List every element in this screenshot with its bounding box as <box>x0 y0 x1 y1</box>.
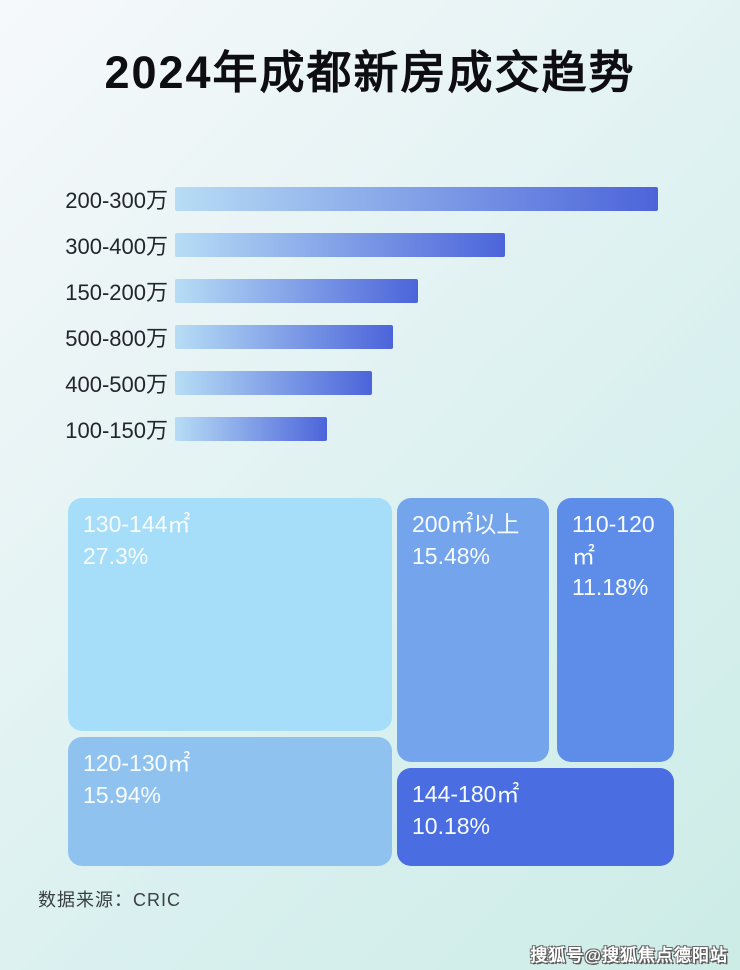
tile-value: 27.3% <box>83 542 149 569</box>
tile-value: 15.48% <box>412 542 491 569</box>
area-segment-treemap: 130-144㎡ 27.3% 200㎡以上 15.48% 110-120㎡ 11… <box>65 495 675 868</box>
bar-fill-1 <box>175 233 505 257</box>
treemap-tile-3: 120-130㎡ 15.94% <box>68 737 392 866</box>
bar-fill-0 <box>175 187 658 211</box>
tile-value: 10.18% <box>412 812 491 839</box>
bar-row: 400-500万 <box>0 360 740 406</box>
bar-fill-4 <box>175 371 372 395</box>
tile-label: 120-130㎡ <box>83 750 191 776</box>
bar-row: 300-400万 <box>0 222 740 268</box>
bar-label: 200-300万 <box>65 188 168 213</box>
bar-label: 400-500万 <box>65 372 168 397</box>
bar-label: 100-150万 <box>65 418 168 443</box>
bar-label: 500-800万 <box>65 326 168 351</box>
bar-row: 150-200万 <box>0 268 740 314</box>
treemap-tile-2: 110-120㎡ 11.18% <box>557 498 674 762</box>
bar-fill-2 <box>175 279 418 303</box>
page-title: 2024年成都新房成交趋势 <box>104 47 636 98</box>
treemap-tile-1: 200㎡以上 15.48% <box>397 498 549 762</box>
bar-label: 300-400万 <box>65 234 168 259</box>
treemap-tile-4: 144-180㎡ 10.18% <box>397 768 674 866</box>
tile-label: 110-120㎡ <box>572 511 655 569</box>
bar-fill-3 <box>175 325 393 349</box>
bar-row: 500-800万 <box>0 314 740 360</box>
tile-label: 130-144㎡ <box>83 511 191 537</box>
tile-value: 15.94% <box>83 781 162 808</box>
tile-value: 11.18% <box>572 574 649 601</box>
bar-label: 150-200万 <box>65 280 168 305</box>
tile-label: 200㎡以上 <box>412 511 520 537</box>
bar-row: 200-300万 <box>0 176 740 222</box>
price-segment-bar-chart: 200-300万 300-400万 150-200万 500-800万 400-… <box>0 176 740 452</box>
treemap-tile-0: 130-144㎡ 27.3% <box>68 498 392 731</box>
bar-fill-5 <box>175 417 327 441</box>
bar-row: 100-150万 <box>0 406 740 452</box>
data-source-label: 数据来源：CRIC <box>38 890 181 910</box>
tile-label: 144-180㎡ <box>412 781 520 807</box>
watermark: 搜狐号@搜狐焦点德阳站 <box>530 946 728 965</box>
